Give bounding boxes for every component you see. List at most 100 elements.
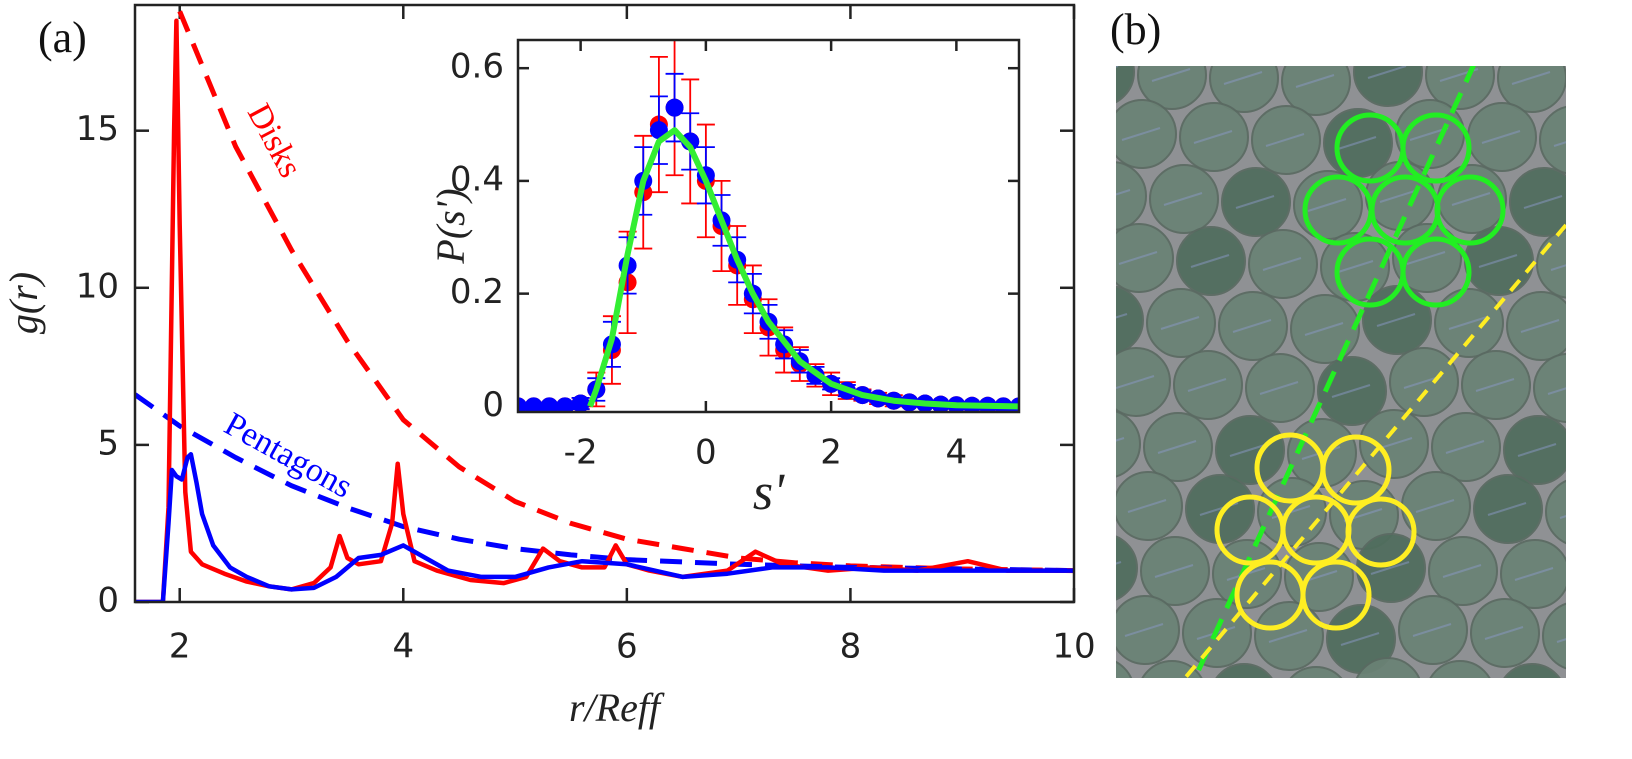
- data-point: [665, 98, 684, 117]
- x-axis-label: s': [753, 464, 785, 521]
- particle-mark: [1481, 130, 1521, 144]
- particle-mark: [1556, 638, 1566, 643]
- particle-mark: [1160, 316, 1200, 330]
- particle-mark: [1406, 251, 1446, 265]
- particle: [1141, 660, 1203, 678]
- particle-mark: [1296, 695, 1334, 707]
- particle: [1606, 357, 1632, 425]
- particle-mark: [1116, 437, 1125, 442]
- particle: [1116, 347, 1171, 417]
- particle-mark: [1127, 499, 1167, 513]
- y-axis-label: g(r): [1, 272, 46, 334]
- particle: [1355, 657, 1421, 678]
- particle: [1570, 47, 1632, 115]
- particle-mark: [1118, 251, 1158, 265]
- cluster-circle: [1300, 559, 1372, 631]
- particle-mark: [1593, 323, 1631, 335]
- particle-mark: [1412, 623, 1452, 637]
- particle-mark: [1376, 313, 1416, 327]
- y-tick-label: 0.6: [450, 47, 504, 87]
- particle: [1509, 167, 1566, 237]
- particle-mark: [1232, 319, 1272, 333]
- cluster-circle: [1434, 174, 1506, 246]
- particle-mark: [1268, 629, 1308, 643]
- particle-mark: [1187, 378, 1227, 392]
- series-annotation: Disks: [240, 98, 309, 184]
- x-tick-label: 4: [946, 433, 968, 473]
- y-axis-label: P(s'): [428, 188, 473, 264]
- data-line: [135, 18, 1074, 602]
- particle-mark: [1163, 192, 1203, 206]
- particle-mark: [1116, 375, 1155, 389]
- particle-mark: [1307, 198, 1347, 212]
- particle-mark: [1379, 189, 1419, 203]
- particle-mark: [1262, 257, 1302, 271]
- particle-mark: [1304, 322, 1344, 336]
- x-tick-label: 0: [695, 433, 717, 473]
- particle-mark: [1550, 264, 1566, 271]
- cluster-circle: [1400, 236, 1472, 308]
- particle-mark: [1415, 499, 1455, 513]
- particle-mark: [1514, 567, 1554, 581]
- particle: [1209, 66, 1279, 113]
- particle: [1503, 663, 1561, 678]
- particle: [1609, 233, 1632, 301]
- particle-mark: [1553, 141, 1566, 147]
- fit-line: [587, 127, 1019, 410]
- particle: [1582, 171, 1632, 239]
- particle-mark: [1584, 695, 1622, 707]
- data-point: [555, 397, 574, 412]
- panel-label: (a): [38, 13, 87, 62]
- particle-mark: [1520, 319, 1560, 333]
- photo: [1116, 47, 1632, 707]
- x-axis-label: r/Reff: [569, 685, 665, 730]
- cluster-circle: [1400, 112, 1472, 184]
- particle: [1539, 105, 1566, 175]
- y-tick-label: 5: [97, 423, 119, 463]
- particle-mark: [1223, 71, 1263, 85]
- x-tick-label: 10: [1052, 627, 1095, 667]
- particle: [1576, 419, 1632, 487]
- axes-frame: [133, 3, 1076, 604]
- x-tick-label: 6: [616, 627, 638, 667]
- particle-mark: [1475, 378, 1515, 392]
- data-point: [540, 397, 559, 412]
- particle-mark: [1517, 443, 1557, 457]
- particle: [1536, 229, 1566, 299]
- data-line: [135, 452, 1074, 602]
- particle: [1137, 66, 1207, 110]
- particle: [1215, 663, 1273, 678]
- particle: [1618, 481, 1632, 549]
- particle-mark: [1487, 502, 1527, 516]
- particle-mark: [1367, 66, 1407, 79]
- series-annotation: Pentagons: [218, 406, 358, 506]
- particle: [1573, 543, 1632, 611]
- particle: [1281, 66, 1351, 116]
- particle-mark: [1337, 136, 1377, 150]
- particle-mark: [1478, 254, 1518, 268]
- particle-mark: [1596, 199, 1632, 211]
- particle-mark: [1116, 189, 1131, 196]
- particle: [1429, 660, 1491, 678]
- particle-mark: [1368, 686, 1406, 698]
- particle-mark: [1193, 130, 1233, 144]
- particle: [1353, 66, 1423, 107]
- particle-mark: [1590, 447, 1628, 459]
- y-tick-label: 15: [76, 109, 119, 149]
- particle-mark: [1370, 561, 1410, 575]
- x-tick-label: 2: [820, 433, 842, 473]
- plot-area: [518, 40, 1019, 412]
- x-tick-label: -2: [564, 433, 598, 473]
- data-point: [524, 397, 543, 412]
- reference-curve: [177, 10, 1074, 574]
- axes-frame: [516, 38, 1021, 414]
- particle-mark: [1626, 137, 1632, 149]
- particle: [1542, 602, 1566, 670]
- particle-mark: [1445, 440, 1485, 454]
- y-tick-label: 0.2: [450, 272, 504, 312]
- particle-mark: [1154, 564, 1194, 578]
- y-tick-label: 0.4: [450, 159, 504, 199]
- particle-mark: [1440, 689, 1478, 701]
- particle-mark: [1442, 564, 1482, 578]
- particle-mark: [1190, 254, 1230, 268]
